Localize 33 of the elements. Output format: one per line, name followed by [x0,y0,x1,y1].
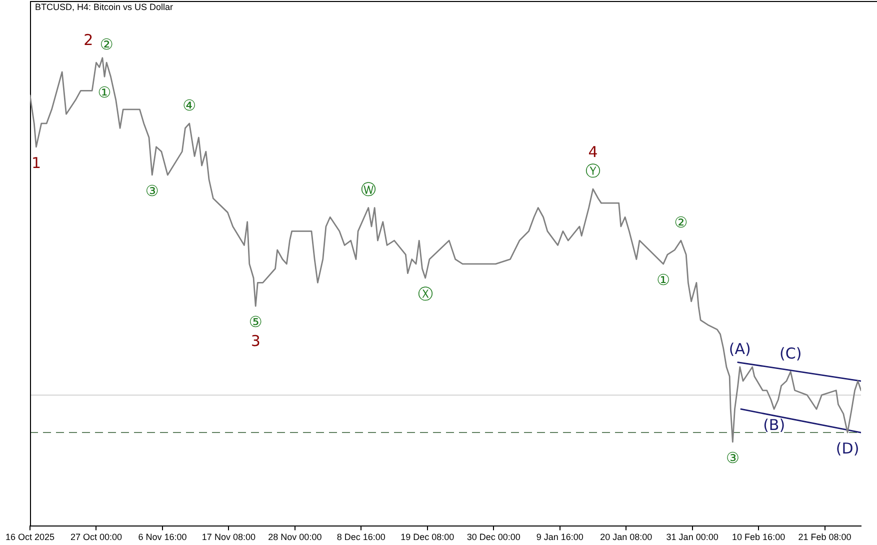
annotation: 4 [588,142,598,161]
annotation: (B) [763,416,786,434]
annotation: 1 [31,154,41,172]
x-tick-label: 19 Dec 08:00 [400,532,454,542]
annotation: ③ [726,448,740,467]
x-tick-label: 6 Nov 16:00 [138,532,187,542]
annotation: Ⓦ [360,180,376,199]
x-tick-label: 8 Dec 16:00 [336,532,386,542]
annotation: (A) [728,340,751,358]
x-tick-label: 28 Nov 00:00 [268,532,322,542]
x-tick-label: 16 Oct 2025 [5,532,55,542]
x-tick-label: 17 Nov 08:00 [202,532,256,542]
annotation: ⑤ [248,312,262,331]
x-tick-label: 10 Feb 16:00 [732,532,786,542]
x-tick-label: 30 Dec 00:00 [466,532,520,542]
x-tick-label: 27 Oct 00:00 [70,532,122,542]
annotation: ① [656,270,670,289]
x-tick-label: 9 Jan 16:00 [536,532,584,542]
annotation: (D) [836,439,860,458]
annotation: 2 [84,30,94,49]
annotation: ③ [145,182,159,200]
x-tick-label: 31 Jan 00:00 [666,532,718,542]
chart-title: BTCUSD, H4: Bitcoin vs US Dollar [35,2,174,13]
x-tick-label: 21 Feb 08:00 [798,532,852,542]
annotation: ② [674,213,688,232]
annotation: ④ [182,96,196,114]
annotation: ② [100,35,114,54]
annotation: ① [98,84,112,102]
annotation: Ⓧ [418,284,433,303]
annotation: Ⓨ [585,162,600,180]
annotation: 3 [250,332,260,350]
x-tick-label: 20 Jan 08:00 [600,532,652,542]
annotation: (C) [780,344,802,363]
